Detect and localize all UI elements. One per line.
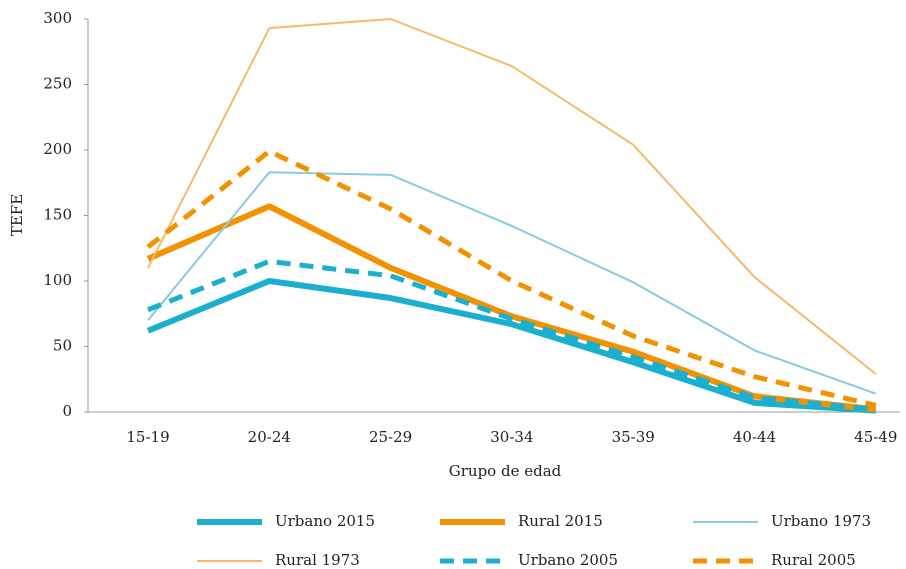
series-line xyxy=(147,171,877,395)
y-tick-label: 50 xyxy=(53,337,72,355)
legend-label: Rural 2005 xyxy=(771,551,856,569)
y-axis-title: TEFE xyxy=(8,194,26,236)
legend-label: Urbano 2005 xyxy=(518,551,618,569)
legend-label: Rural 1973 xyxy=(275,551,360,569)
x-tick-label: 45-49 xyxy=(854,428,897,446)
x-tick-label: 20-24 xyxy=(248,428,291,446)
x-tick-label: 40-44 xyxy=(733,428,776,446)
legend-label: Rural 2015 xyxy=(518,512,603,530)
x-tick-label: 25-29 xyxy=(369,428,412,446)
y-tick-label: 100 xyxy=(43,271,72,289)
y-tick-label: 150 xyxy=(43,206,72,224)
series-line xyxy=(146,278,876,414)
x-axis-title: Grupo de edad xyxy=(449,462,562,480)
x-tick-label: 30-34 xyxy=(490,428,533,446)
series-line xyxy=(147,258,877,412)
x-tick-label: 35-39 xyxy=(612,428,655,446)
legend-label: Urbano 2015 xyxy=(275,512,375,530)
x-tick-label: 15-19 xyxy=(126,428,169,446)
y-tick-label: 250 xyxy=(43,75,72,93)
series-line xyxy=(146,148,877,408)
series-line xyxy=(147,18,877,375)
legend-label: Urbano 1973 xyxy=(771,512,871,530)
y-tick-label: 0 xyxy=(62,402,72,420)
y-tick-label: 200 xyxy=(43,140,72,158)
y-tick-label: 300 xyxy=(43,9,72,27)
